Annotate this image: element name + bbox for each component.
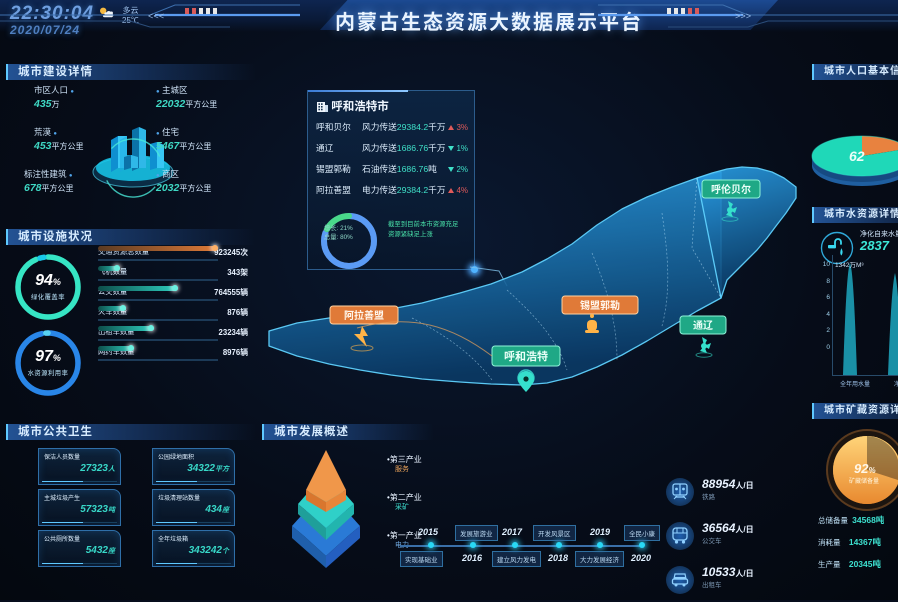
svg-text:呼和浩特: 呼和浩特 [504, 349, 548, 363]
svg-text:>>>: >>> [735, 12, 751, 22]
svg-text:<<<: <<< [148, 12, 164, 22]
svg-text:矿藏储备量: 矿藏储备量 [849, 477, 879, 485]
svg-text:通辽: 通辽 [693, 320, 713, 332]
svg-text:阿拉善盟: 阿拉善盟 [344, 309, 384, 322]
svg-text:62: 62 [849, 148, 865, 164]
svg-text:呼伦贝尔: 呼伦贝尔 [711, 183, 751, 196]
svg-text:锡盟郭勒: 锡盟郭勒 [580, 299, 620, 312]
